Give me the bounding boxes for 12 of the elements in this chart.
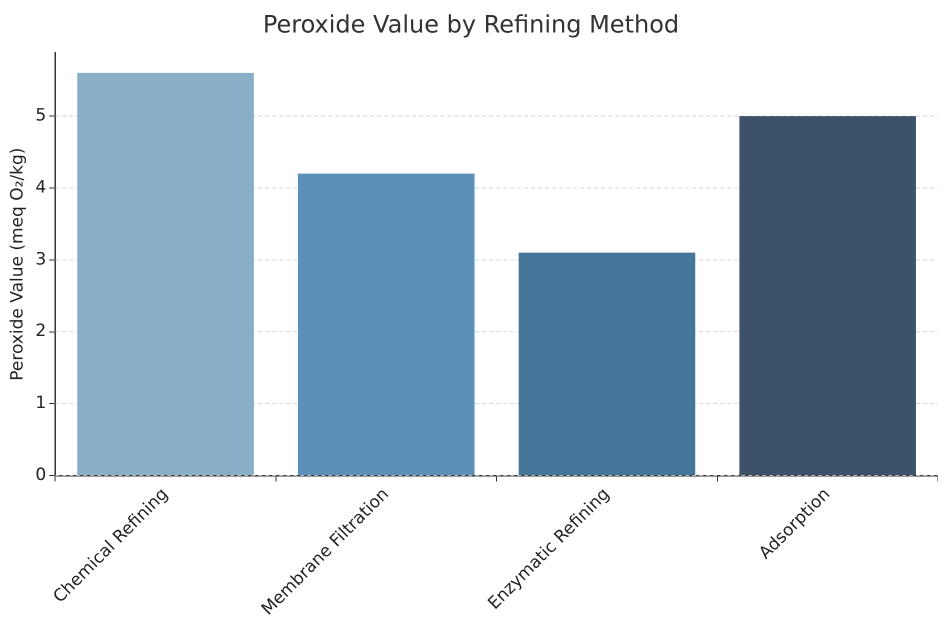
y-tick-label: 3 (35, 249, 46, 270)
y-tick-label: 5 (35, 105, 46, 126)
y-tick-label: 4 (35, 177, 46, 198)
y-tick-label: 2 (35, 321, 46, 342)
y-tick-label: 0 (35, 464, 46, 485)
bar (298, 174, 475, 476)
y-tick-label: 1 (35, 393, 46, 414)
bar (77, 72, 254, 476)
y-axis-title: Peroxide Value (meq O₂/kg) (8, 148, 28, 381)
chart-title: Peroxide Value by Refining Method (262, 10, 680, 39)
bar (518, 252, 696, 476)
bar (739, 116, 916, 476)
